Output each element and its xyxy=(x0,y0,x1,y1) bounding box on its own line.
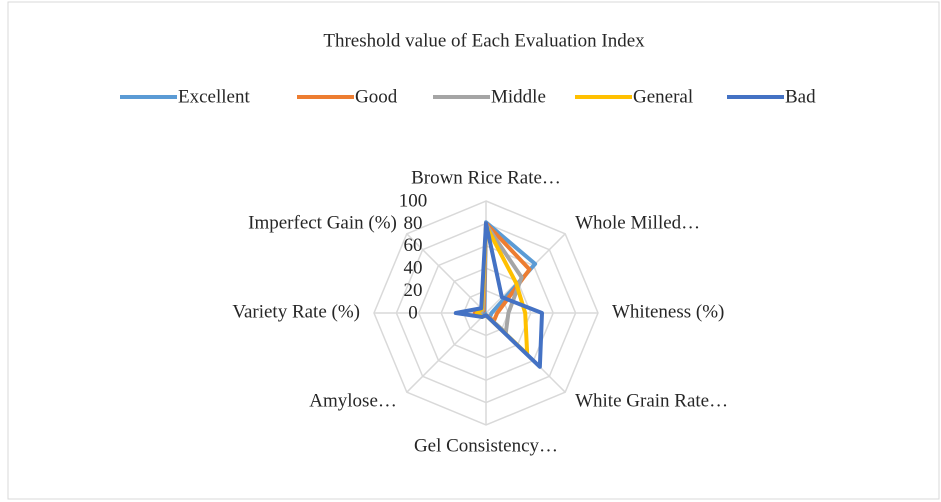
tick-label: 100 xyxy=(399,190,428,211)
tick-label: 80 xyxy=(404,213,423,234)
category-label: Gel Consistency… xyxy=(414,435,558,456)
category-label: Brown Rice Rate… xyxy=(411,167,561,188)
category-label: Whiteness (%) xyxy=(612,301,724,322)
legend-label: Excellent xyxy=(178,86,250,107)
legend-label: Good xyxy=(355,86,398,107)
tick-label: 0 xyxy=(408,302,418,323)
tick-label: 20 xyxy=(404,280,423,301)
category-label: Whole Milled… xyxy=(575,212,700,233)
legend-label: Bad xyxy=(785,86,816,107)
category-label: Variety Rate (%) xyxy=(232,301,360,322)
radar-line xyxy=(453,221,544,369)
tick-label: 60 xyxy=(404,235,423,256)
grid-spoke xyxy=(406,233,487,314)
grid-spoke xyxy=(406,312,487,393)
category-label: Imperfect Gain (%) xyxy=(248,212,397,233)
category-label: Amylose… xyxy=(309,390,397,411)
tick-label: 40 xyxy=(404,258,423,279)
chart-title: Threshold value of Each Evaluation Index xyxy=(323,30,645,51)
category-label: White Grain Rate… xyxy=(575,390,728,411)
legend-label: General xyxy=(633,86,693,107)
legend-label: Middle xyxy=(491,86,546,107)
